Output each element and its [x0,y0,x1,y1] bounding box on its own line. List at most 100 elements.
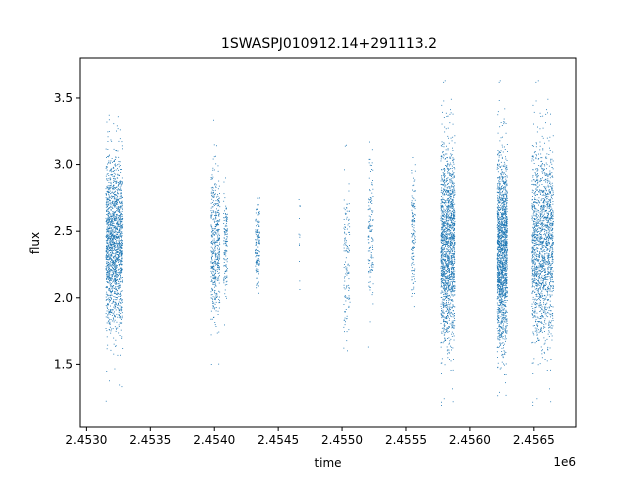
data-point [117,258,119,259]
data-point [497,274,499,276]
data-point [217,199,218,200]
data-point [446,227,447,229]
data-point [503,328,505,330]
data-point [113,230,115,232]
data-point [372,262,374,264]
data-point [449,245,450,247]
data-point [451,288,453,290]
data-point [346,285,347,287]
data-point [505,331,507,333]
data-point [105,197,107,199]
data-point [444,337,446,339]
data-point [369,281,371,283]
data-point [255,244,257,246]
data-point [444,131,446,133]
data-point [112,264,113,265]
data-point [414,203,415,205]
data-point [500,323,502,325]
data-point [452,172,454,174]
data-point [449,122,451,124]
data-point [110,178,112,180]
data-point [453,167,455,168]
data-point [216,268,218,270]
data-point [345,233,347,235]
data-point [451,266,453,268]
data-point [119,264,121,265]
data-point [118,239,120,241]
data-point [371,266,373,268]
data-point [257,197,259,199]
data-point [497,168,499,169]
data-point [449,271,451,272]
data-point [118,161,120,162]
data-point [447,258,449,259]
data-point [258,264,259,266]
data-point [444,222,446,224]
data-point [505,270,507,272]
data-point [119,209,120,210]
data-point [343,319,345,321]
data-point [106,253,108,254]
data-point [257,204,259,205]
data-point [105,258,107,259]
data-point [120,228,122,230]
data-point [442,218,444,220]
data-point [440,236,442,238]
data-point [449,162,451,164]
data-point [120,218,121,220]
data-point [498,208,499,210]
data-point [110,215,111,217]
data-point [256,287,258,289]
data-point [117,225,118,227]
data-point [214,245,216,247]
data-point [443,254,445,255]
data-point [105,240,107,242]
data-point [371,210,372,212]
data-point [505,170,507,172]
data-point [109,277,111,279]
data-point [451,238,453,239]
data-point [107,267,109,269]
data-point [117,327,119,329]
data-point [502,305,504,307]
data-point [443,329,445,331]
data-point [451,189,453,190]
data-point [454,315,455,317]
data-point [447,259,449,261]
data-point [346,287,347,289]
data-point [411,289,413,291]
data-point [110,232,112,234]
data-point [106,191,108,193]
data-point [212,305,214,307]
data-point [120,227,122,229]
data-point [226,213,228,215]
data-point [224,252,226,254]
data-point [226,259,228,261]
data-point [445,332,447,334]
data-point [440,180,442,182]
data-point [107,270,109,272]
data-point [218,197,220,199]
data-point [111,239,112,241]
data-point [454,284,456,286]
data-point [452,288,454,290]
data-point [448,287,450,289]
data-point [118,301,120,303]
data-point [118,310,120,312]
data-point [120,247,122,248]
data-point [451,277,453,279]
data-point [451,208,453,209]
data-point [105,221,107,222]
data-point [226,269,227,271]
data-point [502,312,504,313]
data-point [445,244,446,246]
data-point [110,244,111,246]
data-point [444,280,446,282]
data-point [115,345,116,347]
data-point [118,326,120,327]
data-point [452,157,454,159]
data-point [107,185,109,187]
data-point [451,199,453,200]
data-point [445,275,446,277]
data-point [440,158,442,160]
